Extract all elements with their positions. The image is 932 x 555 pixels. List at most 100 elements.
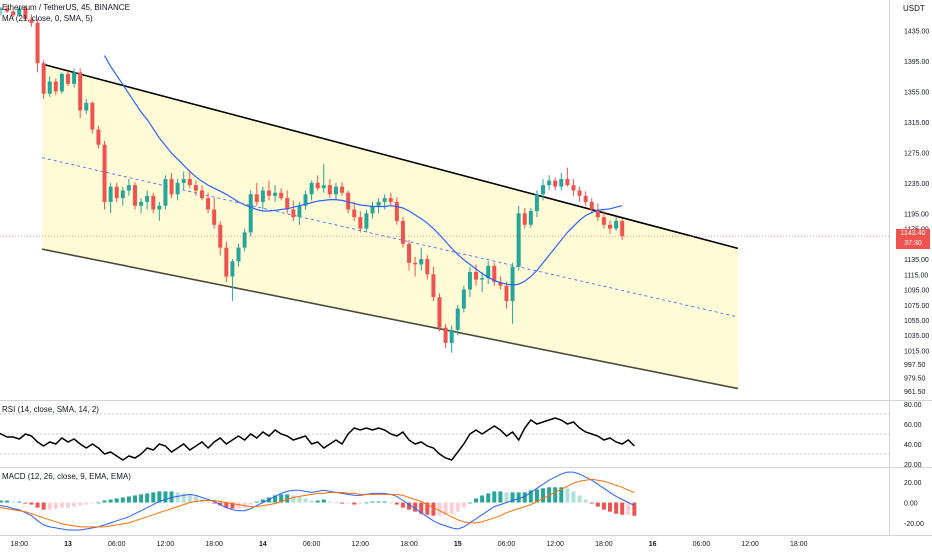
macd-histogram-bar [23,502,28,504]
candle-body [59,73,64,92]
candle-body [455,308,460,330]
time-tick-label: 14 [259,541,267,548]
candle-body [285,198,290,210]
macd-histogram-bar [126,496,131,503]
channel-lower-line [41,248,739,390]
macd-histogram-bar [553,487,558,503]
macd-histogram-bar [620,502,625,515]
candle-body [41,63,46,94]
macd-histogram-bar [504,492,509,503]
macd-histogram-bar [139,494,144,503]
candle-body [522,213,527,225]
macd-histogram-bar [352,502,357,505]
candle-body [437,297,442,328]
candle-body [309,182,314,195]
macd-histogram-bar [510,492,515,503]
macd-histogram-bar [181,493,186,503]
macd-histogram-bar [0,500,4,503]
channel-fill [42,64,738,389]
macd-histogram-bar [59,502,64,508]
macd-histogram-bar [358,502,363,504]
last-price: 1143.40 [900,230,926,237]
candle-body [23,8,28,20]
candle-body [291,209,296,218]
candle-body [187,179,192,186]
macd-histogram-bar [132,495,137,503]
candle-body [510,266,515,301]
candle-body [132,185,137,206]
bar-countdown: 37:30 [904,240,922,247]
macd-tick-label: 0.00 [904,501,918,508]
price-tick-label: 1115.00 [904,272,928,279]
macd-histogram-bar [461,502,466,508]
candle-body [90,102,95,130]
rsi-tick-label: 80.00 [904,402,922,409]
macd-histogram-bar [53,502,58,509]
candle-body [151,195,156,210]
candle-body [157,205,162,210]
candle-body [407,243,412,263]
macd-histogram-bar [163,491,168,503]
candle-body [364,213,369,229]
time-tick-label: 06:00 [108,541,126,548]
macd-histogram-bar [601,502,606,510]
candle-body [376,201,381,206]
signal-line [0,478,635,528]
candle-body [340,186,345,193]
candle-body [528,211,533,225]
macd-histogram-bar [309,500,314,503]
candle-body [279,192,284,199]
macd-histogram-bar [260,499,265,503]
rsi-tick-label: 40.00 [904,442,922,449]
candle-body [346,192,351,210]
macd-histogram-bar [151,492,156,503]
time-tick-label: 06:00 [498,541,516,548]
macd-histogram-bar [346,502,351,504]
candle-body [297,205,302,218]
macd-histogram-bar [212,502,217,504]
macd-histogram-bar [108,499,113,503]
macd-histogram-bar [72,502,77,507]
candle-body [492,265,497,282]
macd-histogram-bar [565,488,570,503]
macd-histogram-bar [419,502,424,514]
macd-histogram-bar [534,489,539,503]
macd-histogram-bar [376,501,381,503]
ma-line [103,55,623,286]
candle-body [108,186,113,202]
candle-body [425,259,430,275]
symbol-title: Ethereum / TetherUS, 45, BINANCE [2,3,130,12]
candle-body [559,179,564,187]
macd-histogram-bar [321,499,326,503]
candle-body [504,285,509,301]
macd-histogram-bar [364,502,369,504]
macd-histogram-bar [474,498,479,503]
macd-tick-label: -20.00 [904,521,924,528]
macd-histogram-bar [431,502,436,516]
macd-histogram-bar [78,502,83,506]
macd-histogram-bar [47,502,52,510]
macd-histogram-bar [595,502,600,507]
candle-body [382,198,387,202]
macd-histogram-bar [248,502,253,505]
candle-body [206,198,211,210]
macd-histogram-bar [486,493,491,503]
macd-histogram-bar [559,487,564,503]
price-tick-label: 1395.00 [904,59,929,66]
macd-histogram-bar [333,502,338,504]
macd-histogram-bar [29,502,34,505]
macd-histogram-bar [571,491,576,503]
candle-body [321,185,326,189]
time-tick-label: 12:00 [546,541,564,548]
macd-histogram-bar [400,502,405,508]
macd-histogram-bar [443,502,448,515]
price-tick-label: 1355.00 [904,89,929,96]
macd-tick-label: 20.00 [904,480,922,487]
time-tick-label: 12:00 [352,541,370,548]
candle-body [236,247,241,262]
rsi-tick-label: 20.00 [904,462,922,469]
candle-body [218,224,223,248]
price-tick-label: 1015.00 [904,348,929,355]
